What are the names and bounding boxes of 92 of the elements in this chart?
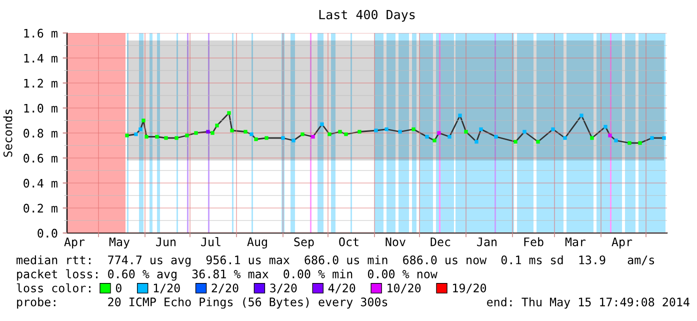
point xyxy=(522,130,526,134)
x-tick-label: Apr xyxy=(64,238,85,249)
y-tick-label: 0.8 m xyxy=(24,128,58,138)
x-tick-label: Oct xyxy=(339,237,358,246)
x-tick-label: Sep xyxy=(294,237,314,249)
point xyxy=(292,138,296,142)
text: probe: 20 ICMP Echo Pings (56 Bytes) every 300s xyxy=(17,297,388,309)
point xyxy=(448,134,452,139)
point xyxy=(464,130,468,134)
point xyxy=(432,138,436,142)
point xyxy=(650,136,654,140)
point xyxy=(374,128,378,132)
point xyxy=(551,127,555,132)
point xyxy=(437,131,441,135)
legend-label: 4/20 xyxy=(328,284,356,294)
point xyxy=(250,132,254,136)
legend-title: loss color: xyxy=(16,283,90,292)
point xyxy=(628,141,632,145)
point xyxy=(254,137,258,142)
point xyxy=(227,111,231,115)
x-tick-label: May xyxy=(109,238,130,249)
point xyxy=(412,127,416,132)
legend-label: 0 xyxy=(116,284,122,292)
text: median rtt: 774.7 us avg 956.1 us max 686.0 us min 686.0 us now 0.1 ms sd 13.9 am/s xyxy=(16,255,654,267)
point xyxy=(514,140,518,144)
point xyxy=(458,114,462,118)
point xyxy=(230,128,234,132)
point xyxy=(320,122,324,126)
point xyxy=(174,136,178,140)
point xyxy=(580,114,584,118)
point xyxy=(590,136,594,140)
point xyxy=(328,132,332,136)
y-tick-label: 0.0 xyxy=(38,228,58,238)
x-tick-label: Apr xyxy=(612,238,632,249)
point xyxy=(138,127,142,132)
point xyxy=(563,136,567,140)
point xyxy=(479,127,483,132)
point xyxy=(155,134,159,139)
point xyxy=(662,136,666,140)
legend-label: 10/20 xyxy=(388,284,421,294)
point xyxy=(281,136,285,140)
legend-label: 1/20 xyxy=(154,284,180,294)
legend-label: 2/20 xyxy=(212,284,238,294)
x-tick-label: Feb xyxy=(524,237,544,246)
x-tick-label: Nov xyxy=(386,238,406,246)
y-tick-label: 0.6 m xyxy=(24,154,58,163)
point xyxy=(264,136,268,140)
point xyxy=(494,134,498,139)
y-tick-label: 0.2 m xyxy=(24,204,58,213)
text: packet loss: 0.60 % avg 36.81 % max 0.00 % min 0.00 % now xyxy=(17,269,438,281)
point xyxy=(244,130,248,134)
text: end: Thu May 15 17:49:08 2014 xyxy=(487,297,690,309)
legend-label: 19/20 xyxy=(453,284,486,294)
x-tick-label: Mar xyxy=(565,238,586,246)
point xyxy=(338,130,342,134)
x-tick-label: Dec xyxy=(430,238,450,246)
point xyxy=(311,134,315,139)
point xyxy=(614,138,618,142)
point xyxy=(134,132,138,136)
point xyxy=(206,130,210,134)
y-tick-label: 1.0 m xyxy=(24,104,58,113)
point xyxy=(125,134,129,138)
point xyxy=(358,130,362,134)
point xyxy=(474,140,478,144)
point xyxy=(185,134,189,138)
x-tick-label: Jul xyxy=(201,237,220,246)
point xyxy=(164,136,168,140)
point xyxy=(300,132,304,136)
y-tick-label: 0.4 m xyxy=(24,178,58,188)
point xyxy=(608,134,612,138)
point xyxy=(344,132,348,136)
chart-title: Last 400 Days xyxy=(319,10,415,22)
y-tick-label: 1.6 m xyxy=(24,28,58,38)
point xyxy=(210,131,214,135)
point xyxy=(142,118,146,122)
point xyxy=(144,134,148,139)
x-tick-label: Jun xyxy=(156,238,176,246)
line-series xyxy=(126,112,665,144)
point xyxy=(425,134,429,139)
legend-label: 3/20 xyxy=(270,284,297,294)
y-tick-label: 1.4 m xyxy=(24,54,58,62)
point xyxy=(398,130,402,134)
point xyxy=(194,131,198,135)
x-tick-label: Jan xyxy=(477,238,496,246)
point xyxy=(638,141,642,145)
x-tick-label: Aug xyxy=(247,238,267,249)
point xyxy=(215,124,219,128)
y-axis-title: Seconds xyxy=(3,110,12,157)
point xyxy=(536,140,540,144)
point xyxy=(604,124,608,129)
y-tick-label: 1.2 m xyxy=(24,78,58,88)
point xyxy=(384,127,388,132)
